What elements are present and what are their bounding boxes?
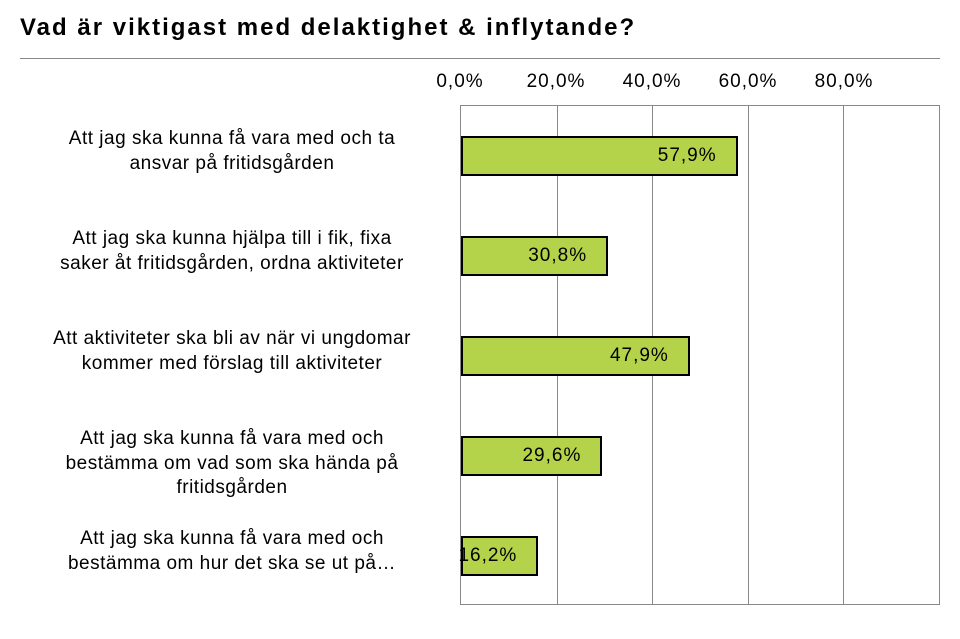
bar-value-label: 57,9% — [658, 145, 717, 167]
x-tick: 20,0% — [527, 71, 586, 93]
bar-track: 30,8% — [461, 236, 939, 276]
bar-value-label: 30,8% — [528, 245, 587, 267]
bar-value-label: 47,9% — [610, 345, 669, 367]
plot-column: 0,0%20,0%40,0%60,0%80,0% 57,9%30,8%47,9%… — [460, 59, 940, 619]
x-axis-ticks: 0,0%20,0%40,0%60,0%80,0% — [460, 71, 940, 95]
bar-value-label: 29,6% — [522, 445, 581, 467]
bar-track: 47,9% — [461, 336, 939, 376]
x-tick: 40,0% — [623, 71, 682, 93]
bar-value-label: 16,2% — [458, 545, 517, 567]
x-tick: 60,0% — [719, 71, 778, 93]
category-label: Att jag ska kunna få vara med och taansv… — [12, 127, 460, 176]
bar-track: 57,9% — [461, 136, 939, 176]
category-label: Att aktiviteter ska bli av när vi ungdom… — [12, 327, 460, 376]
bar-track: 16,2% — [461, 536, 939, 576]
category-label: Att jag ska kunna få vara med ochbestämm… — [12, 427, 460, 501]
chart-title: Vad är viktigast med delaktighet & infly… — [0, 0, 960, 48]
category-label: Att jag ska kunna få vara med ochbestämm… — [12, 527, 460, 576]
category-label: Att jag ska kunna hjälpa till i fik, fix… — [12, 227, 460, 276]
x-tick: 0,0% — [436, 71, 483, 93]
plot-box: 57,9% 30,8% 47,9% 29,6% 16,2% — [460, 105, 940, 605]
bar-track: 29,6% — [461, 436, 939, 476]
chart-area: Att jag ska kunna få vara med och taansv… — [20, 58, 940, 619]
x-tick: 80,0% — [815, 71, 874, 93]
